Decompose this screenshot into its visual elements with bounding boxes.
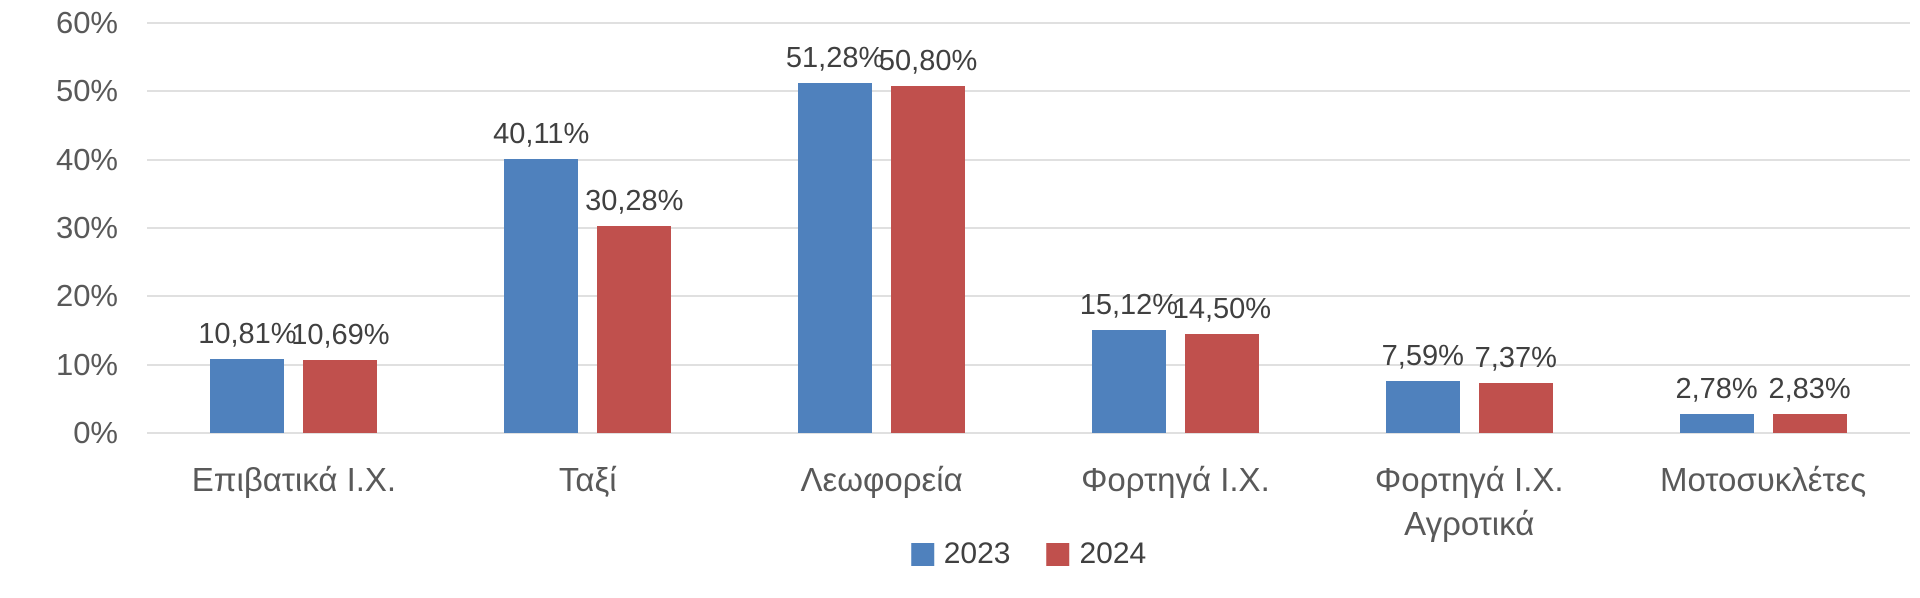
y-tick-label-50: 50%: [55, 73, 118, 109]
y-tick-label-40: 40%: [55, 141, 118, 177]
legend-label-2023: 2023: [943, 537, 1011, 570]
legend-swatch-2023: [910, 542, 934, 566]
legend-label-2024: 2024: [1079, 537, 1147, 570]
data-label-2024-1: 10,69%: [291, 318, 390, 351]
gridline-10: [147, 363, 1910, 366]
bar-2024-2: [597, 226, 672, 433]
bar-2023-6: [1679, 414, 1754, 433]
gridline-0: [147, 432, 1910, 434]
bar-2023-2: [504, 158, 579, 433]
bar-2023-3: [798, 82, 873, 433]
data-label-2023-3: 51,28%: [785, 41, 885, 74]
y-tick-label-20: 20%: [55, 278, 118, 314]
bar-2024-5: [1478, 382, 1553, 433]
category-label-1: Επιβατικά Ι.Χ.: [147, 458, 441, 502]
data-label-2023-5: 7,59%: [1381, 340, 1464, 373]
data-label-2023-4: 15,12%: [1079, 288, 1179, 321]
category-label-line-1: Ταξί: [558, 461, 617, 498]
category-label-5: Φορτηγά Ι.Χ. Αγροτικά: [1322, 458, 1616, 546]
category-label-line-1: Λεωφορεία: [800, 461, 963, 498]
category-label-3: Λεωφορεία: [735, 458, 1029, 502]
y-tick-label-60: 60%: [55, 5, 118, 40]
legend-item-2024: 2024: [1046, 537, 1147, 570]
gridline-50: [147, 90, 1910, 93]
category-label-line-1: Επιβατικά Ι.Χ.: [191, 461, 397, 498]
category-label-line-1: Φορτηγά Ι.Χ.: [1081, 461, 1270, 498]
y-tick-label-30: 30%: [55, 210, 118, 245]
data-label-2024-3: 50,80%: [878, 44, 978, 77]
category-label-line-1: Μοτοσυκλέτες: [1660, 461, 1867, 498]
category-label-4: Φορτηγά Ι.Χ.: [1029, 458, 1323, 502]
bar-2023-5: [1385, 381, 1460, 433]
legend-swatch-2024: [1046, 542, 1070, 566]
data-label-2024-2: 30,28%: [585, 185, 684, 218]
bar-2024-4: [1184, 333, 1259, 433]
data-label-2024-5: 7,37%: [1474, 341, 1557, 374]
data-label-2023-6: 2,78%: [1675, 373, 1758, 405]
bar-2024-1: [303, 359, 378, 433]
category-label-6: Μοτοσυκλέτες: [1616, 458, 1910, 502]
bar-2024-3: [891, 85, 966, 433]
legend: 2023 2024: [910, 537, 1147, 570]
data-label-2023-2: 40,11%: [493, 117, 590, 150]
gridline-20: [147, 295, 1910, 298]
y-tick-label-0: 0%: [73, 415, 118, 450]
legend-item-2023: 2023: [910, 537, 1011, 570]
y-tick-label-10: 10%: [55, 346, 118, 382]
bar-2023-1: [210, 359, 285, 433]
bar-2023-4: [1091, 329, 1166, 433]
bar-2024-6: [1772, 413, 1847, 433]
data-label-2024-4: 14,50%: [1172, 292, 1272, 325]
gridline-40: [147, 158, 1910, 161]
category-label-line-1: Φορτηγά Ι.Χ.: [1374, 461, 1564, 498]
category-label-line-2: Αγροτικά: [1404, 505, 1535, 542]
data-label-2024-6: 2,83%: [1768, 372, 1851, 405]
category-label-2: Ταξί: [441, 458, 735, 502]
gridline-30: [147, 227, 1910, 229]
gridline-60: [147, 22, 1910, 24]
data-label-2023-1: 10,81%: [198, 318, 297, 351]
